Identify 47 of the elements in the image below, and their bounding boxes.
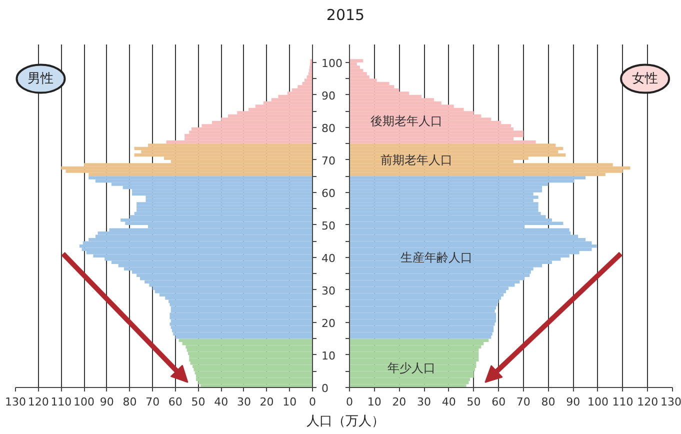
x-tick-label: 110 <box>612 396 634 408</box>
x-tick-label: 90 <box>100 396 114 408</box>
x-tick-label: 60 <box>168 396 182 408</box>
y-tick-label: 20 <box>322 316 336 330</box>
x-tick-label: 110 <box>50 396 72 408</box>
y-tick-label: 40 <box>322 252 336 265</box>
x-tick-label: 100 <box>587 396 608 408</box>
x-tick-label: 50 <box>191 396 206 408</box>
x-tick-label: 0 <box>309 396 316 408</box>
x-tick-label: 70 <box>146 396 160 408</box>
y-tick-label: 70 <box>322 154 336 168</box>
x-tick-label: 50 <box>466 396 481 408</box>
annotation: 男性 <box>28 71 54 86</box>
x-tick-label: 90 <box>566 396 580 408</box>
y-tick-label: 10 <box>322 349 336 362</box>
annotation: 前期老年人口 <box>380 152 453 167</box>
x-axis-title: 人口（万人） <box>306 413 384 431</box>
x-tick-label: 130 <box>5 396 26 408</box>
x-tick-label: 30 <box>417 396 432 408</box>
x-tick-label: 20 <box>260 396 274 408</box>
x-tick-label: 0 <box>346 396 353 408</box>
x-tick-label: 120 <box>637 396 658 408</box>
annotation: 年少人口 <box>388 360 436 375</box>
x-tick-label: 80 <box>541 396 556 408</box>
x-tick-label: 70 <box>516 396 530 408</box>
x-tick-label: 100 <box>74 396 95 408</box>
annotation: 後期老年人口 <box>370 114 443 128</box>
x-tick-label: 130 <box>660 396 681 408</box>
y-tick-label: 0 <box>322 382 328 395</box>
x-tick-label: 30 <box>236 396 251 408</box>
y-tick-label: 60 <box>322 186 336 200</box>
x-tick-label: 40 <box>442 396 456 408</box>
x-tick-label: 10 <box>367 396 382 408</box>
y-tick-label: 30 <box>322 284 336 298</box>
x-tick-label: 60 <box>492 396 506 408</box>
y-tick-label: 50 <box>322 219 336 232</box>
x-tick-label: 40 <box>214 396 228 408</box>
x-tick-label: 10 <box>282 396 297 408</box>
annotation: 女性 <box>632 71 658 86</box>
annotation: 生産年齢人口 <box>400 250 472 264</box>
x-tick-label: 120 <box>28 396 49 408</box>
x-tick-label: 80 <box>122 396 137 408</box>
y-tick-label: 80 <box>322 122 336 135</box>
y-tick-label: 90 <box>322 89 336 102</box>
x-tick-label: 20 <box>392 396 406 408</box>
text: 2015 <box>326 5 365 26</box>
y-tick-label: 100 <box>322 56 342 70</box>
